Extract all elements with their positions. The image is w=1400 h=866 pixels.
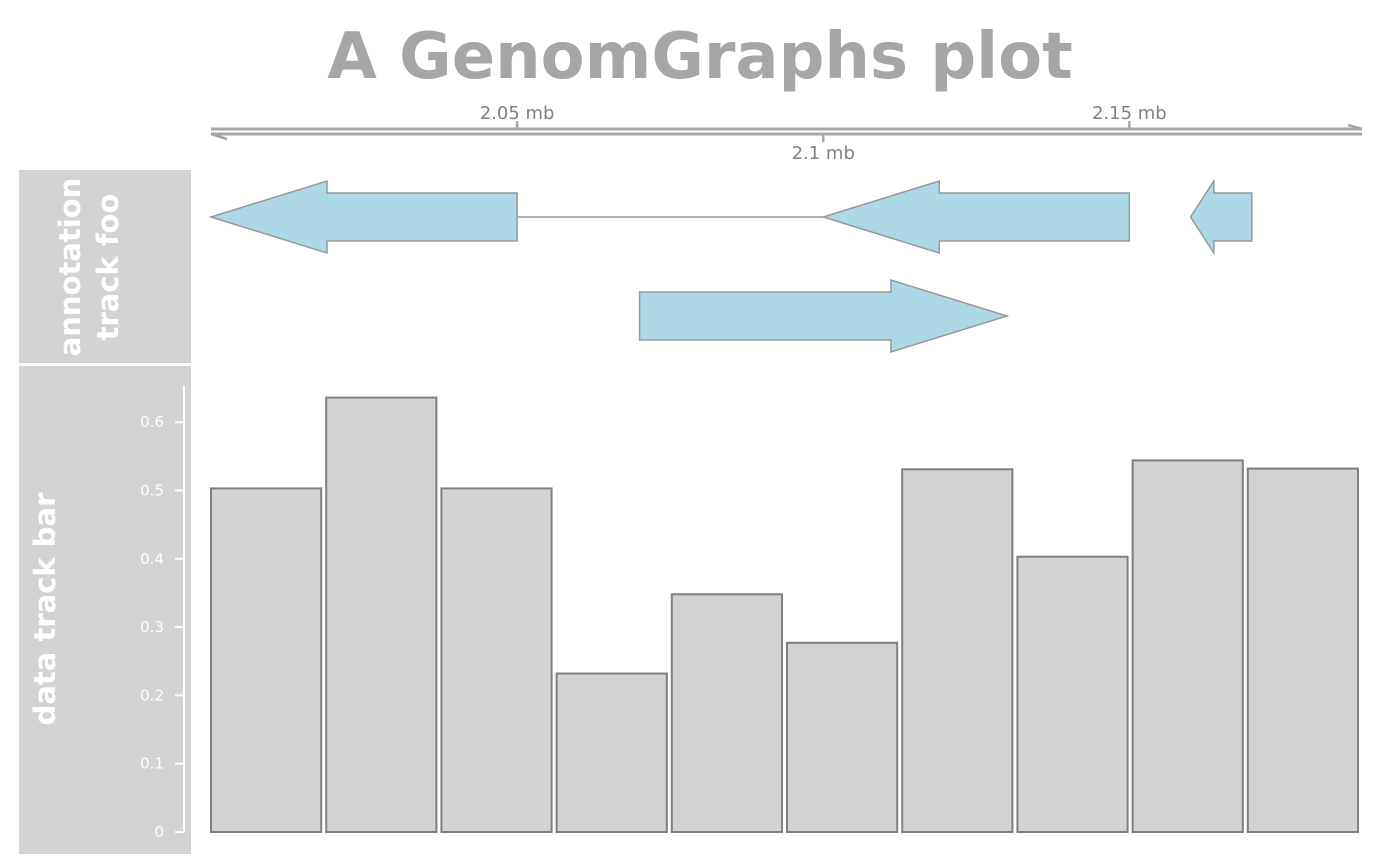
annotation-track-label-line1: annotation: [53, 178, 87, 357]
data-bar: [786, 641, 899, 834]
gene-exon-arrow: [820, 179, 1131, 255]
data-track-label-bg: [19, 366, 191, 854]
axis-arrow-right: [1347, 123, 1363, 131]
data-bar: [1016, 555, 1129, 833]
annotation-track-label-line2: track foo: [91, 194, 125, 341]
data-bar: [555, 672, 668, 834]
gene-exon-arrow: [1189, 178, 1253, 256]
y-tick-label: 0.2: [140, 686, 164, 704]
y-tick-label: 0.4: [140, 550, 164, 568]
data-bar: [325, 396, 438, 833]
data-bar: [1246, 467, 1360, 833]
y-tick-label: 0.5: [140, 481, 164, 499]
data-bar: [670, 593, 783, 834]
annotation-track-label-bg: [19, 170, 191, 363]
data-track-y-axis: 0 0.1 0.2 0.3 0.4 0.5 0.6: [140, 386, 185, 841]
annotation-track-panel: annotation track foo: [19, 170, 1253, 363]
data-track-bars: [210, 396, 1360, 834]
data-bar: [440, 487, 553, 833]
axis-tick-label: 2.05 mb: [480, 103, 555, 124]
axis-tick-label: 2.15 mb: [1092, 103, 1167, 124]
annotation-features: [208, 178, 1253, 354]
data-bar: [1131, 459, 1244, 833]
axis-tick-label: 2.1 mb: [792, 143, 855, 164]
chart-title: A GenomGraphs plot: [327, 20, 1072, 94]
data-bar: [210, 487, 323, 833]
y-tick-label: 0: [154, 823, 164, 841]
gene-exon-arrow: [208, 179, 518, 255]
y-tick-label: 0.6: [140, 413, 164, 431]
data-bar: [901, 468, 1014, 833]
gene-exon-arrow: [638, 278, 1010, 354]
y-tick-label: 0.3: [140, 618, 164, 636]
data-track-panel: data track bar 0 0.1 0.2 0.3 0.4 0.5 0.6: [19, 366, 1360, 854]
data-track-label: data track bar: [28, 492, 62, 725]
axis-arrow-left: [210, 132, 228, 141]
y-tick-label: 0.1: [140, 755, 164, 773]
genomic-axis: 2.05 mb 2.1 mb 2.15 mb: [210, 103, 1363, 164]
